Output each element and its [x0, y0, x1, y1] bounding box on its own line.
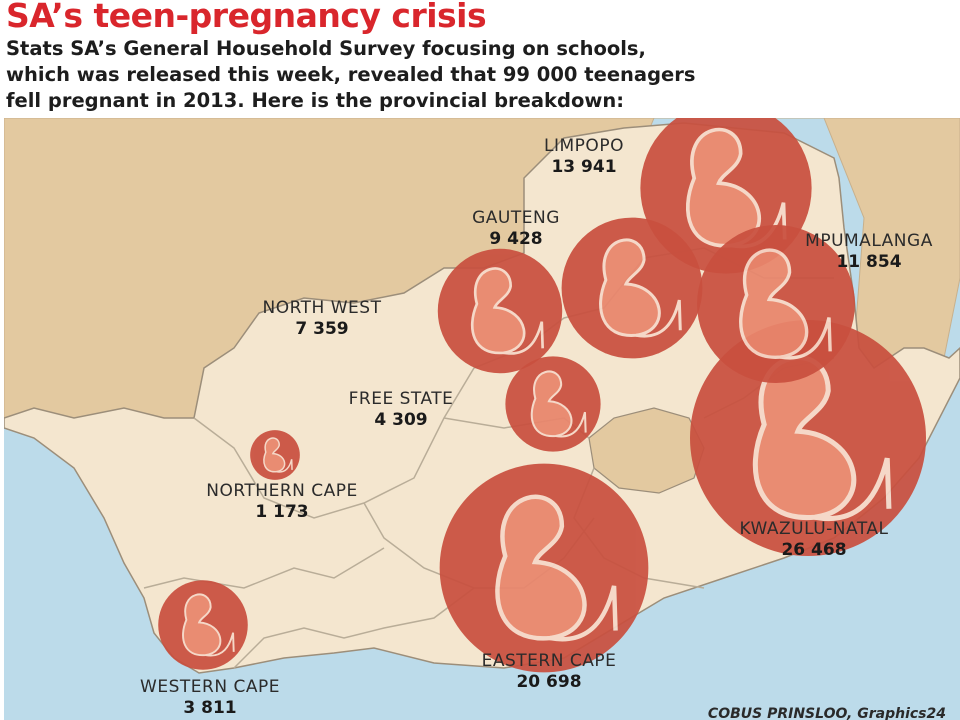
- map-panel: LIMPOPO 13 941 GAUTENG 9 428 MPUMALANGA 11 85…: [4, 118, 960, 720]
- province-value-gauteng: 9 428: [489, 229, 542, 249]
- province-value-eastern-cape: 20 698: [516, 672, 581, 692]
- province-value-mpumalanga: 11 854: [836, 252, 901, 272]
- province-bubble-gauteng: [561, 217, 703, 359]
- foetus-icon: [182, 593, 235, 657]
- province-name-western-cape: WESTERN CAPE: [140, 677, 280, 697]
- province-bubble-mpumalanga: [697, 225, 855, 383]
- province-value-kwazulu-natal: 26 468: [781, 540, 846, 560]
- province-name-north-west: NORTH WEST: [263, 298, 382, 318]
- province-name-kwazulu-natal: KWAZULU-NATAL: [739, 519, 888, 539]
- credit-line: COBUS PRINSLOO, Graphics24: [707, 706, 946, 720]
- province-name-gauteng: GAUTENG: [472, 208, 560, 228]
- province-name-limpopo: LIMPOPO: [544, 136, 624, 156]
- headline: SA’s teen-pregnancy crisis: [6, 0, 487, 35]
- province-bubble-free-state: [505, 356, 601, 452]
- foetus-icon: [470, 267, 544, 355]
- province-name-free-state: FREE STATE: [349, 389, 454, 409]
- province-bubble-northern-cape: [250, 430, 300, 480]
- province-value-north-west: 7 359: [295, 319, 348, 339]
- intro-text: Stats SA’s General Household Survey focu…: [6, 36, 956, 114]
- foetus-icon: [739, 248, 832, 360]
- foetus-icon: [599, 238, 682, 338]
- foetus-icon: [263, 437, 293, 473]
- province-value-western-cape: 3 811: [183, 698, 236, 718]
- province-bubble-eastern-cape: [439, 463, 649, 673]
- province-name-northern-cape: NORTHERN CAPE: [206, 481, 358, 501]
- intro-line: Stats SA’s General Household Survey focu…: [6, 37, 646, 60]
- province-value-northern-cape: 1 173: [255, 502, 308, 522]
- foetus-icon: [530, 370, 587, 438]
- province-bubble-north-west: [437, 248, 563, 374]
- province-bubble-western-cape: [158, 580, 248, 670]
- intro-line: fell pregnant in 2013. Here is the provi…: [6, 89, 625, 112]
- province-name-eastern-cape: EASTERN CAPE: [482, 651, 617, 671]
- foetus-icon: [495, 494, 618, 642]
- province-value-free-state: 4 309: [374, 410, 427, 430]
- province-name-mpumalanga: MPUMALANGA: [805, 231, 933, 251]
- province-value-limpopo: 13 941: [551, 157, 616, 177]
- intro-line: which was released this week, revealed t…: [6, 63, 696, 86]
